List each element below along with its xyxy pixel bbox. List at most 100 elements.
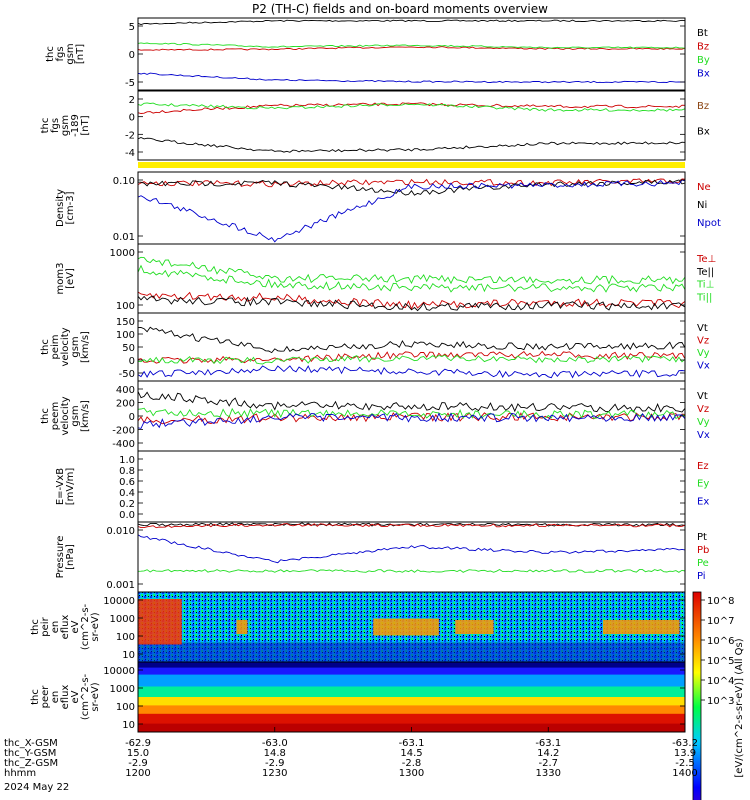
y-axis-label: peer	[40, 685, 51, 709]
y-tick-label: 10000	[103, 596, 135, 607]
series-By	[137, 42, 686, 49]
series-Vt	[137, 326, 686, 354]
y-axis-label: [km/s]	[80, 331, 91, 363]
spec-band	[138, 686, 685, 698]
panel-peir_spec: 10000 1000 100 10 thc peir en eflux eV (cm^2-s-sr…	[30, 591, 686, 663]
panel-frame	[137, 90, 686, 161]
series-Bt	[137, 19, 686, 25]
series-Bx	[137, 137, 686, 153]
y-tick-label: -200	[112, 426, 135, 437]
date-label: 2024 May 22	[4, 782, 69, 793]
series-Ti||	[137, 264, 686, 293]
legend-Ni: Ni	[697, 200, 707, 211]
y-axis-label: peem	[50, 402, 61, 430]
x-row-label: hhmm	[4, 768, 36, 779]
series-Vy	[137, 354, 686, 365]
legend-Bx: Bx	[697, 127, 710, 138]
y-axis-label: velocity	[60, 327, 71, 366]
series-Pb	[137, 523, 686, 529]
series-Ti⊥	[137, 256, 686, 285]
y-tick-label: 0	[129, 113, 135, 124]
y-tick-label: 0.4	[119, 488, 135, 499]
series-Te||	[137, 295, 686, 312]
y-tick-label: -4	[125, 148, 135, 159]
legend-Vx: Vx	[697, 430, 710, 441]
panel-frame	[137, 450, 686, 523]
x-row-value: 1400	[672, 768, 697, 779]
legend-Bx: Bx	[697, 69, 710, 80]
y-tick-label: -5	[125, 78, 135, 89]
spec-blob	[138, 599, 182, 645]
legend-Te||: Te||	[696, 267, 714, 278]
y-tick-label: -50	[119, 369, 135, 380]
y-tick-label: 10	[122, 650, 135, 661]
legend-Pt: Pt	[697, 532, 707, 543]
y-tick-label: 150	[116, 317, 135, 328]
y-tick-label: 0.01	[113, 232, 135, 243]
series-Bz	[137, 46, 686, 51]
legend-Ez: Ez	[697, 461, 709, 472]
y-axis-label: [nT]	[80, 115, 91, 135]
y-tick-label: 1000	[110, 248, 135, 259]
spec-low-band	[138, 642, 685, 662]
y-tick-label: 0.8	[119, 466, 135, 477]
series-Vx	[137, 365, 686, 379]
legend-Vy: Vy	[697, 417, 710, 428]
panel-peer_spec: 10000 1000 100 10 thc peer en eflux eV (cm^2-s-sr…	[30, 661, 686, 733]
y-axis-label: fgs	[55, 46, 66, 61]
y-tick-label: 1000	[110, 684, 135, 695]
legend-Bz: Bz	[697, 42, 709, 53]
y-axis-label: eV	[70, 690, 81, 703]
series-Pi	[137, 534, 686, 564]
spec-band	[138, 697, 685, 706]
y-axis-label: [mV/m]	[65, 468, 76, 506]
panel-temp: 1000 100 mom3 [eV] Te⊥ Te|| Ti⊥Ti||	[55, 243, 716, 314]
y-axis-label: mom3	[55, 263, 66, 295]
spec-band	[138, 713, 685, 725]
y-axis-label: -189	[70, 114, 81, 137]
y-axis-label: (cm^2-s-	[80, 673, 91, 720]
y-axis-label: Pressure	[55, 536, 66, 579]
y-axis-label: fgs	[50, 118, 61, 133]
x-row-value: -2.9	[265, 758, 285, 769]
colorbar-ticks: 10^8 10^7 10^6 10^5 10^4 10^3	[701, 596, 734, 707]
x-row-value: 1200	[125, 768, 150, 779]
legend-Pe: Pe	[697, 558, 709, 569]
y-tick-label: 0.0	[119, 510, 135, 521]
y-tick-label: 0	[129, 50, 135, 61]
x-axis: thc_X-GSM -62.9 -63.0 -63.1 -63.1 -63.2 thc_Y-…	[4, 727, 698, 793]
legend-Ne: Ne	[697, 182, 711, 193]
colorbar-tick-label: 10^7	[707, 616, 734, 627]
y-tick-label: 10	[122, 720, 135, 731]
y-axis-label: thc	[40, 339, 51, 355]
x-row-value: -63.1	[535, 738, 561, 749]
y-axis-label: thc	[30, 689, 41, 705]
y-axis-label: peir	[40, 616, 51, 636]
y-axis-label: sr-eV)	[90, 682, 101, 711]
mode-bar	[138, 162, 685, 168]
legend-Bt: Bt	[697, 28, 708, 39]
series-Bx	[137, 72, 686, 84]
panel-frame	[137, 521, 686, 593]
legend-Vt: Vt	[697, 323, 708, 334]
y-axis-label: gsm	[65, 43, 76, 64]
y-axis-label: thc	[30, 619, 41, 635]
series-Pe	[137, 568, 686, 573]
legend-Bz: Bz	[697, 101, 709, 112]
x-row-value: 1300	[399, 768, 424, 779]
series-Ni	[138, 179, 686, 196]
y-tick-label: 50	[122, 343, 135, 354]
y-axis-label: sr-eV)	[90, 612, 101, 641]
y-tick-label: 400	[116, 385, 135, 396]
colorbar-gradient	[692, 591, 702, 800]
colorbar-tick-label: 10^5	[707, 656, 734, 667]
y-axis-label: [nPa]	[65, 544, 76, 570]
y-tick-label: 100	[116, 632, 135, 643]
y-axis-label: [nT]	[75, 44, 86, 64]
x-row-value: -63.2	[672, 738, 698, 749]
y-tick-label: -400	[112, 439, 135, 450]
legend-Vx: Vx	[697, 361, 710, 372]
y-axis-label: velocity	[60, 396, 71, 435]
panel-frame	[137, 17, 686, 91]
